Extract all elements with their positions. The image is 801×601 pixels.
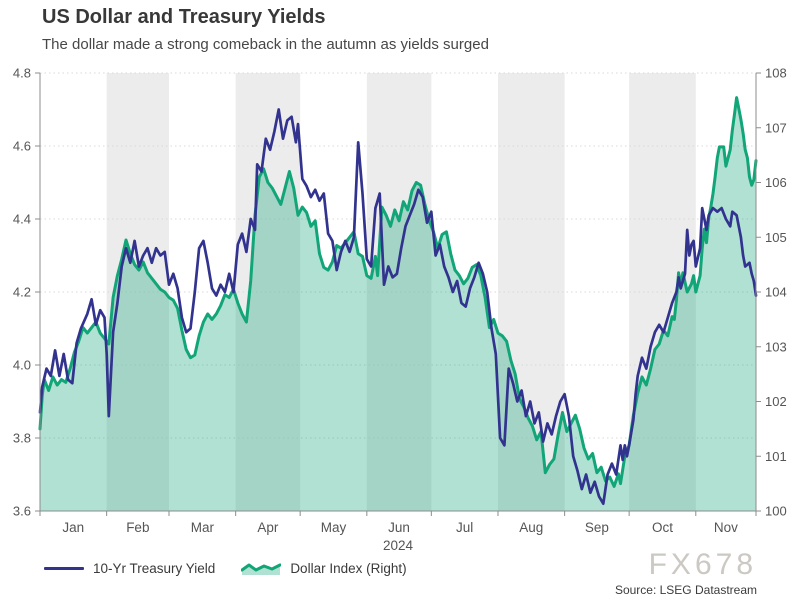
left-tick-label: 4.8 (13, 66, 31, 81)
right-tick-label: 106 (765, 175, 787, 190)
x-month-label: Oct (652, 520, 673, 535)
x-year-label: 2024 (383, 538, 414, 553)
left-tick-label: 4.4 (13, 212, 31, 227)
left-tick-label: 3.8 (13, 431, 31, 446)
x-month-label: May (321, 520, 347, 535)
left-tick-label: 4.0 (13, 358, 31, 373)
right-tick-label: 102 (765, 394, 787, 409)
legend-label-dollar-index: Dollar Index (Right) (290, 561, 407, 576)
right-tick-label: 105 (765, 230, 787, 245)
right-tick-label: 108 (765, 66, 787, 81)
x-month-label: Mar (191, 520, 215, 535)
right-tick-label: 104 (765, 285, 787, 300)
dollar-index-area-swatch-icon (240, 558, 282, 579)
page-title: US Dollar and Treasury Yields (42, 6, 326, 28)
dollar-index-area (40, 97, 756, 511)
x-month-label: Jul (456, 520, 473, 535)
x-month-label: Sep (585, 520, 609, 535)
left-tick-label: 4.6 (13, 139, 31, 154)
x-month-label: Apr (257, 520, 279, 535)
legend-label-treasury-yield: 10-Yr Treasury Yield (93, 561, 216, 576)
treasury-yield-line (38, 108, 758, 506)
right-tick-label: 101 (765, 449, 787, 464)
right-tick-label: 103 (765, 339, 787, 354)
x-month-label: Aug (519, 520, 543, 535)
legend-item-dollar-index: Dollar Index (Right) (240, 558, 407, 579)
yield-line-swatch-icon (44, 567, 84, 570)
legend-item-treasury-yield: 10-Yr Treasury Yield (44, 561, 215, 576)
x-month-label: Jan (62, 520, 84, 535)
right-tick-label: 100 (765, 504, 787, 519)
x-month-label: Jun (388, 520, 410, 535)
left-tick-label: 4.2 (13, 285, 31, 300)
right-tick-label: 107 (765, 120, 787, 135)
left-tick-label: 3.6 (13, 504, 31, 519)
source-note: Source: LSEG Datastream (614, 583, 757, 597)
page-subtitle: The dollar made a strong comeback in the… (42, 36, 489, 53)
x-month-label: Nov (714, 520, 738, 535)
chart-legend: 10-Yr Treasury Yield Dollar Index (Right… (44, 558, 407, 579)
x-month-label: Feb (126, 520, 149, 535)
watermark: FX678 (648, 548, 757, 581)
